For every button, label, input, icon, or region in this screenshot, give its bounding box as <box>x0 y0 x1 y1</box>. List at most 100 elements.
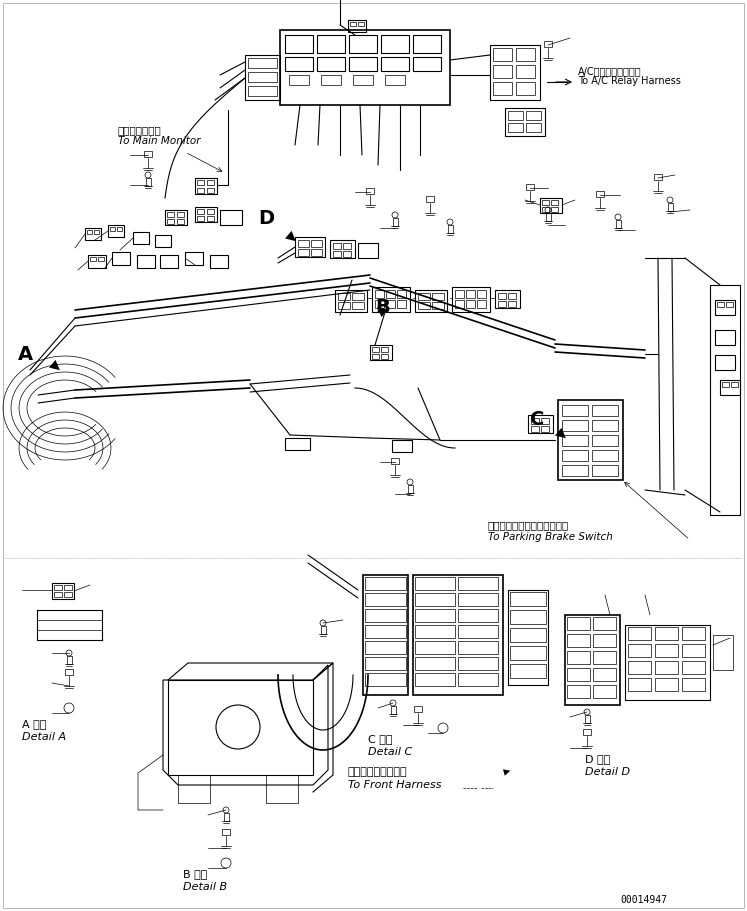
Bar <box>365 657 406 670</box>
Bar <box>348 20 366 32</box>
Bar <box>363 575 408 695</box>
Bar <box>493 48 512 61</box>
Bar <box>392 218 397 226</box>
Bar <box>54 585 62 590</box>
Bar <box>710 285 740 515</box>
Bar <box>655 678 678 691</box>
Bar <box>498 301 506 307</box>
Bar <box>455 300 464 308</box>
Bar <box>391 458 399 464</box>
Text: A 詳細: A 詳細 <box>22 719 46 729</box>
Bar <box>52 583 74 599</box>
Bar <box>542 200 549 205</box>
Bar <box>593 617 616 630</box>
Text: A/Cリレーハーネスへ: A/Cリレーハーネスへ <box>578 66 642 76</box>
Bar <box>415 577 455 590</box>
Bar <box>458 625 498 638</box>
Bar <box>682 644 705 657</box>
Bar <box>353 75 373 85</box>
Bar <box>544 41 552 47</box>
Bar <box>458 609 498 622</box>
Bar <box>207 188 214 193</box>
Bar <box>455 290 464 298</box>
Bar <box>370 345 392 360</box>
Bar <box>137 255 155 268</box>
Bar <box>220 210 242 225</box>
Bar <box>391 706 395 714</box>
Bar <box>54 592 62 597</box>
Bar <box>177 219 184 224</box>
Bar <box>349 35 377 53</box>
Bar <box>592 405 618 416</box>
Bar <box>531 418 539 424</box>
Bar <box>562 435 588 446</box>
Bar <box>625 625 710 700</box>
Bar <box>311 249 322 256</box>
Bar <box>223 813 229 821</box>
Bar <box>195 178 217 194</box>
Bar <box>333 251 341 257</box>
Bar <box>365 593 406 606</box>
Bar <box>567 617 590 630</box>
Bar <box>298 249 309 256</box>
Text: Detail D: Detail D <box>585 767 630 777</box>
Bar <box>366 188 374 194</box>
Text: D: D <box>258 209 274 228</box>
Bar <box>415 641 455 654</box>
Bar <box>562 420 588 431</box>
Bar <box>508 123 523 132</box>
Bar <box>628 627 651 640</box>
Bar <box>540 198 562 213</box>
Bar <box>682 661 705 674</box>
Bar <box>583 729 591 735</box>
Bar <box>397 290 406 298</box>
Bar <box>168 680 313 775</box>
Text: C 詳細: C 詳細 <box>368 734 392 744</box>
Text: Detail B: Detail B <box>183 882 227 892</box>
Bar <box>655 627 678 640</box>
Text: フロントハーネスへ: フロントハーネスへ <box>348 767 408 777</box>
Bar <box>526 184 534 190</box>
Bar <box>110 227 115 231</box>
Bar <box>94 230 99 234</box>
Text: Detail C: Detail C <box>368 747 412 757</box>
Bar <box>167 219 174 224</box>
Bar <box>207 180 214 185</box>
Bar <box>415 625 455 638</box>
Bar <box>335 290 367 312</box>
Bar <box>584 715 589 723</box>
Bar <box>64 585 72 590</box>
Bar <box>592 435 618 446</box>
Bar <box>551 200 558 205</box>
Bar <box>298 240 309 247</box>
Bar <box>343 251 351 257</box>
Bar <box>628 661 651 674</box>
Bar <box>655 661 678 674</box>
Bar <box>726 302 733 307</box>
Bar <box>508 301 516 307</box>
Bar <box>526 123 541 132</box>
Bar <box>682 627 705 640</box>
Bar <box>285 57 313 71</box>
Bar <box>567 668 590 681</box>
Bar <box>352 293 364 300</box>
Bar <box>593 651 616 664</box>
Bar <box>562 465 588 476</box>
Bar <box>289 75 309 85</box>
Bar <box>381 35 409 53</box>
Bar <box>65 669 73 675</box>
Bar <box>593 634 616 647</box>
Bar <box>64 592 72 597</box>
Bar <box>98 257 104 261</box>
Bar <box>195 207 217 222</box>
Bar <box>365 673 406 686</box>
Bar <box>365 641 406 654</box>
Bar <box>372 347 379 352</box>
Text: To Main Monitor: To Main Monitor <box>118 136 200 146</box>
Bar <box>415 290 447 312</box>
Bar <box>381 347 388 352</box>
Bar <box>386 300 395 308</box>
Bar <box>715 300 735 315</box>
Text: To Parking Brake Switch: To Parking Brake Switch <box>488 532 613 542</box>
Bar <box>197 180 204 185</box>
